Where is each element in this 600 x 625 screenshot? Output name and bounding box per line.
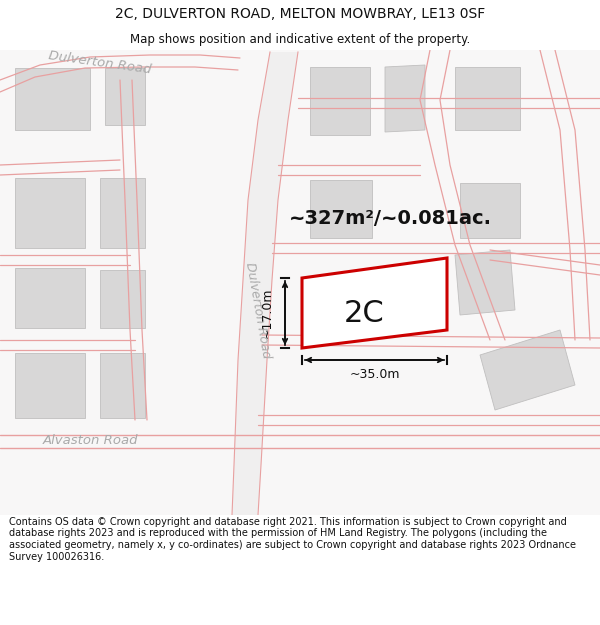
Polygon shape bbox=[302, 258, 447, 348]
Text: ~35.0m: ~35.0m bbox=[349, 369, 400, 381]
Polygon shape bbox=[455, 250, 515, 315]
Text: Dulverton Road: Dulverton Road bbox=[243, 261, 273, 359]
Text: Alvaston Road: Alvaston Road bbox=[42, 434, 138, 447]
Polygon shape bbox=[100, 270, 145, 328]
Polygon shape bbox=[100, 353, 145, 418]
Polygon shape bbox=[105, 68, 145, 125]
Polygon shape bbox=[385, 65, 425, 132]
Text: 2C: 2C bbox=[344, 299, 385, 328]
Polygon shape bbox=[310, 180, 372, 238]
Polygon shape bbox=[15, 68, 90, 130]
Text: ~17.0m: ~17.0m bbox=[260, 288, 274, 338]
Text: Contains OS data © Crown copyright and database right 2021. This information is : Contains OS data © Crown copyright and d… bbox=[9, 517, 576, 562]
Text: ~327m²/~0.081ac.: ~327m²/~0.081ac. bbox=[289, 209, 491, 227]
Text: 2C, DULVERTON ROAD, MELTON MOWBRAY, LE13 0SF: 2C, DULVERTON ROAD, MELTON MOWBRAY, LE13… bbox=[115, 7, 485, 21]
Polygon shape bbox=[480, 330, 575, 410]
Polygon shape bbox=[15, 268, 85, 328]
Polygon shape bbox=[15, 178, 85, 248]
Polygon shape bbox=[232, 52, 298, 515]
Polygon shape bbox=[100, 178, 145, 248]
Text: Map shows position and indicative extent of the property.: Map shows position and indicative extent… bbox=[130, 32, 470, 46]
Text: Dulverton Road: Dulverton Road bbox=[48, 49, 152, 77]
Polygon shape bbox=[310, 67, 370, 135]
Polygon shape bbox=[15, 353, 85, 418]
Polygon shape bbox=[460, 183, 520, 238]
Polygon shape bbox=[455, 67, 520, 130]
